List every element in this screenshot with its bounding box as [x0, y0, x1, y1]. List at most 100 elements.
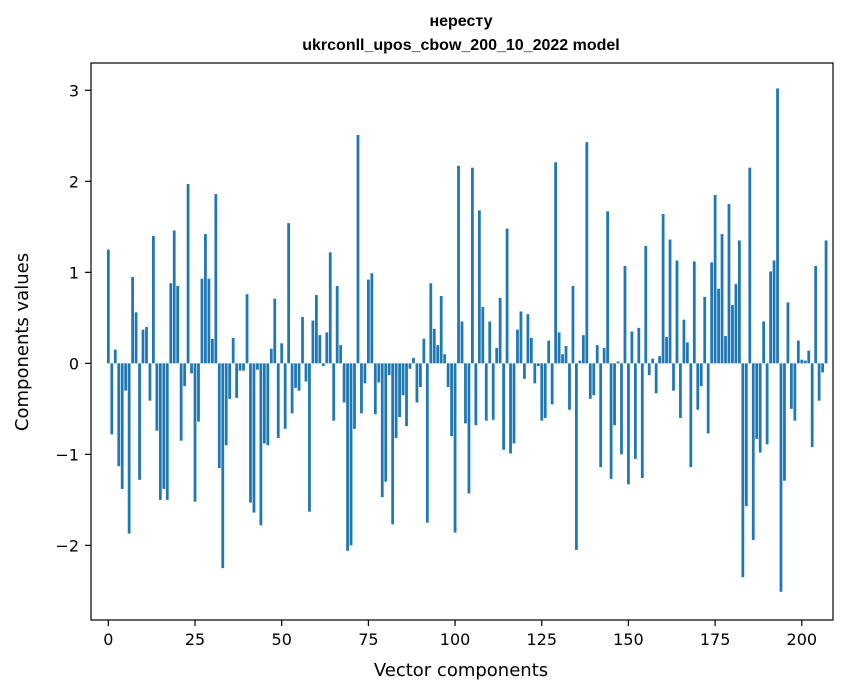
- bar: [637, 327, 641, 364]
- bar: [384, 363, 388, 482]
- bar: [273, 298, 277, 364]
- bar: [287, 223, 291, 364]
- bar: [200, 278, 204, 364]
- bar: [141, 329, 145, 364]
- bar: [644, 245, 648, 364]
- bar: [744, 363, 748, 507]
- bar: [550, 363, 554, 405]
- bar: [776, 88, 779, 364]
- bar: [106, 249, 110, 364]
- x-tick-label: 150: [613, 630, 644, 649]
- bar: [672, 363, 675, 391]
- bar: [419, 363, 422, 387]
- bar: [547, 340, 551, 364]
- bar: [408, 363, 412, 369]
- bar: [290, 363, 294, 414]
- y-tick-label: −2: [55, 536, 79, 555]
- bar: [731, 305, 734, 364]
- bar: [401, 363, 405, 396]
- bar: [720, 234, 724, 364]
- bar: [796, 340, 800, 364]
- bar: [609, 363, 613, 479]
- bar: [557, 332, 561, 364]
- bar: [571, 285, 575, 364]
- bar: [585, 142, 589, 364]
- bar: [675, 260, 679, 364]
- bar: [578, 360, 582, 364]
- y-tick-label: 3: [69, 81, 79, 100]
- x-axis-ticks: 0 25 50 75 100 125 150 175 200: [103, 620, 817, 649]
- bar: [647, 363, 651, 376]
- bar: [713, 194, 717, 364]
- bar: [817, 363, 821, 401]
- bar: [242, 363, 245, 371]
- bar: [217, 363, 221, 469]
- y-tick-label: 1: [69, 263, 79, 282]
- bar: [405, 363, 408, 427]
- bar: [238, 363, 242, 371]
- bar: [471, 167, 474, 364]
- bar: [280, 343, 284, 364]
- bar: [467, 363, 471, 494]
- bar: [304, 363, 308, 382]
- bar: [339, 345, 343, 364]
- bar: [356, 134, 360, 364]
- bar: [561, 354, 564, 364]
- bar: [696, 363, 700, 410]
- bar: [755, 363, 759, 439]
- bar: [127, 363, 131, 534]
- bar: [505, 228, 509, 364]
- bar: [460, 321, 464, 364]
- bar: [387, 363, 391, 376]
- x-tick-label: 125: [526, 630, 557, 649]
- bar: [439, 295, 443, 364]
- bar: [186, 184, 190, 364]
- bar: [210, 338, 214, 364]
- bar: [450, 363, 453, 437]
- x-tick-label: 50: [272, 630, 292, 649]
- bar: [564, 346, 568, 364]
- bar: [630, 331, 634, 364]
- bar: [367, 279, 370, 364]
- bar: [727, 204, 731, 364]
- bar: [519, 311, 523, 364]
- bar: [436, 345, 440, 364]
- bar: [793, 363, 797, 421]
- bar: [599, 363, 603, 468]
- bar: [575, 363, 578, 550]
- chart-title-line2: ukrconll_upos_cbow_200_10_2022 model: [302, 37, 619, 54]
- bar: [297, 363, 301, 391]
- bar: [540, 363, 544, 421]
- bar: [602, 347, 606, 364]
- bar: [738, 240, 741, 364]
- bar: [425, 363, 429, 523]
- bar: [765, 363, 769, 445]
- bar: [314, 295, 318, 364]
- bar: [301, 316, 304, 364]
- bar: [224, 363, 228, 446]
- bar: [363, 363, 367, 384]
- bar: [814, 265, 818, 364]
- bar: [155, 363, 159, 431]
- bar: [353, 363, 356, 429]
- x-tick-label: 200: [787, 630, 818, 649]
- bar: [113, 349, 117, 364]
- bar: [751, 363, 755, 540]
- x-axis-label: Vector components: [374, 660, 548, 681]
- bar: [443, 354, 447, 364]
- bar: [623, 265, 627, 364]
- bar: [758, 363, 762, 453]
- bar: [516, 329, 519, 364]
- y-tick-label: 2: [69, 172, 79, 191]
- bar: [606, 211, 610, 364]
- bar: [779, 363, 783, 592]
- bar: [172, 230, 176, 364]
- bar: [821, 363, 824, 373]
- y-axis-label: Components values: [12, 253, 33, 431]
- bar: [120, 363, 124, 489]
- bar: [633, 363, 637, 459]
- bar: [689, 363, 693, 468]
- bar: [165, 363, 169, 500]
- bar: [138, 363, 141, 480]
